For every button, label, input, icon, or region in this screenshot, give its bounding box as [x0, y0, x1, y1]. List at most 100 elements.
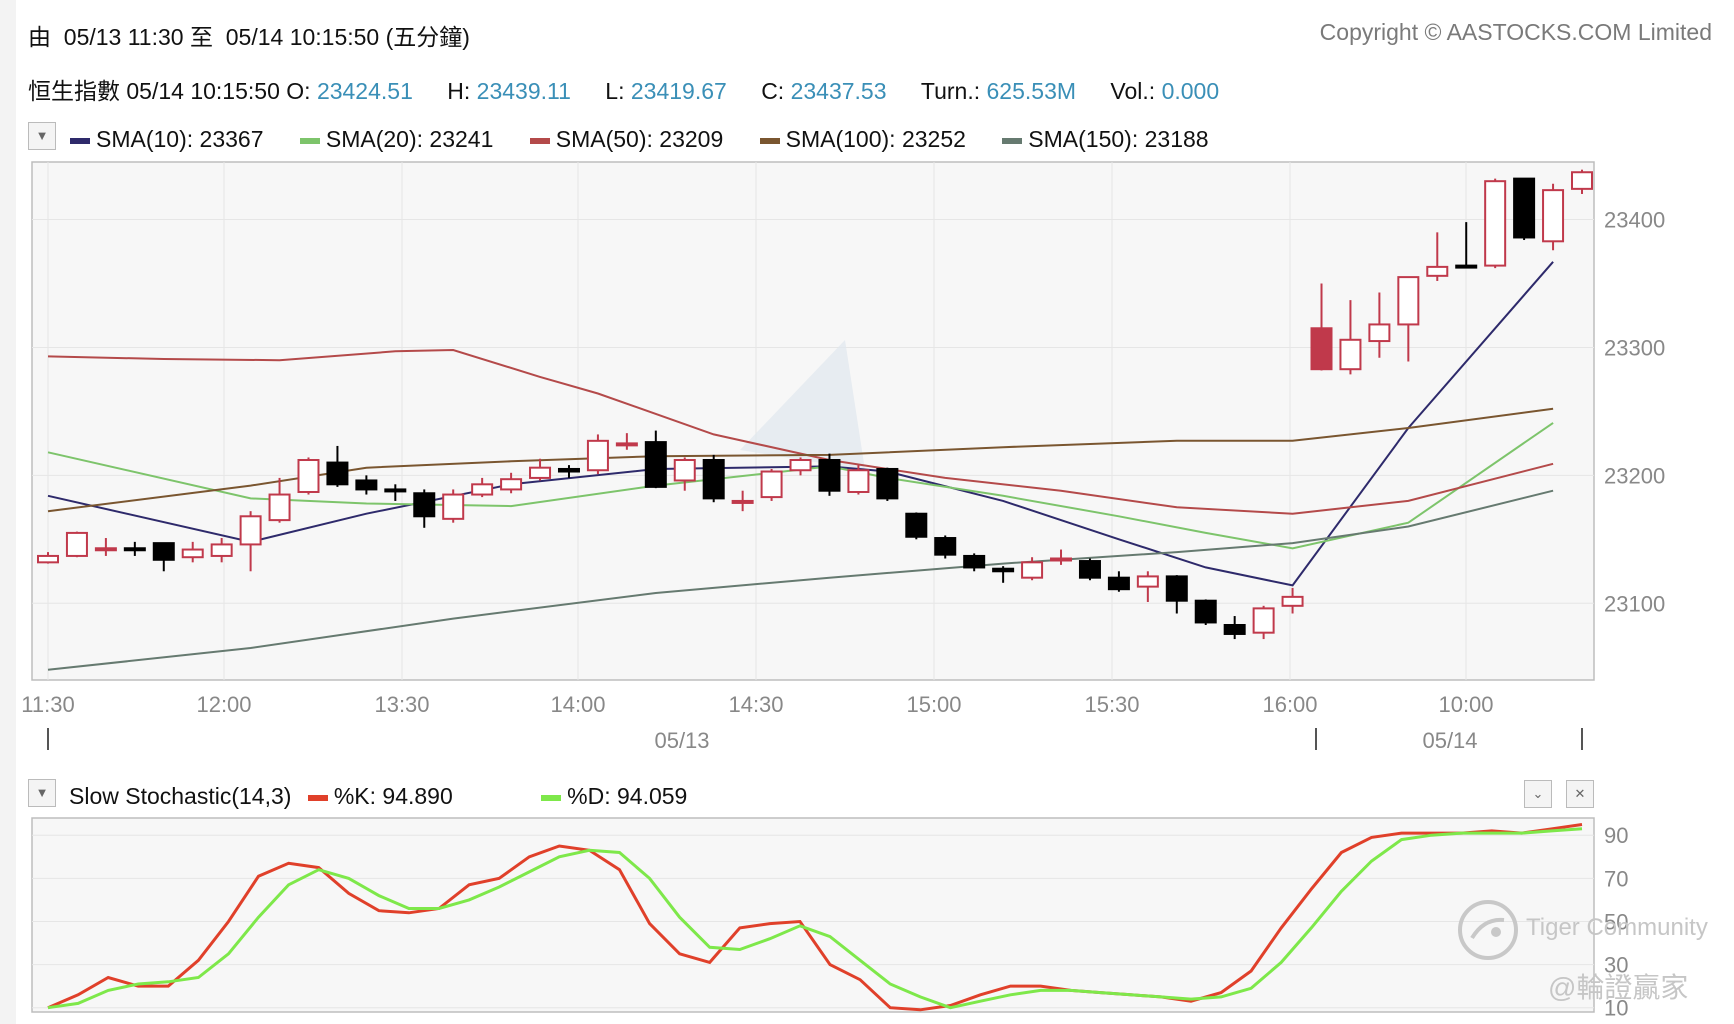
stochastic-chart: 90 70 50 30 10: [31, 817, 1628, 1021]
volume-label: Vol.:: [1110, 78, 1156, 104]
candle-body: [702, 459, 725, 500]
candle-body: [94, 547, 117, 552]
candle-body: [1165, 575, 1188, 602]
candle-body: [1107, 576, 1130, 591]
copyright-notice: Copyright © AASTOCKS.COM Limited: [1319, 19, 1712, 45]
candle: [760, 468, 783, 501]
stochastic-legend: Slow Stochastic(14,3) %K: 94.890 %D: 94.…: [69, 783, 687, 810]
candle-body: [760, 470, 783, 499]
x-tick-label: 15:30: [1084, 692, 1139, 717]
low-value: 23419.67: [630, 78, 727, 104]
collapse-panel-button[interactable]: ⌄: [1524, 780, 1552, 808]
candle-body: [876, 467, 899, 500]
range-to: 05/14 10:15:50: [225, 24, 380, 50]
candle: [1571, 169, 1593, 194]
open-label: O:: [286, 78, 311, 104]
y-tick-label: 23400: [1604, 208, 1665, 233]
low-label: L:: [605, 78, 625, 104]
candle-body: [413, 492, 436, 518]
candle-body: [731, 499, 754, 504]
candle-body: [442, 493, 465, 520]
candle-body: [500, 478, 523, 491]
candle: [384, 484, 407, 501]
main-chart-dropdown-button[interactable]: ▼: [28, 122, 56, 150]
quote-bar: 恒生指數 05/14 10:15:50 O: 23424.51 H: 23439…: [28, 72, 1219, 106]
range-mid: 至: [189, 24, 213, 50]
turnover-value: 625.53M: [986, 78, 1077, 104]
candle-body: [818, 459, 841, 492]
candle-body: [152, 542, 175, 561]
candle: [355, 475, 378, 495]
candle: [471, 477, 494, 498]
range-unit: (五分鐘): [385, 24, 470, 50]
stochastic-line-k: [47, 823, 1583, 1012]
stochastic-y-tick: 30: [1604, 953, 1628, 978]
candle: [94, 538, 117, 556]
candle-body: [1484, 180, 1507, 267]
candle-body: [963, 554, 986, 569]
x-tick-label: 11:30: [21, 692, 74, 717]
candle: [673, 457, 696, 491]
stochastic-y-tick: 90: [1604, 823, 1628, 848]
candle: [1050, 549, 1073, 565]
close-panel-button[interactable]: ✕: [1566, 780, 1594, 808]
candle: [1339, 300, 1362, 375]
candle: [1078, 558, 1101, 581]
candle: [239, 511, 262, 572]
candle: [847, 465, 870, 495]
candle-body: [1281, 595, 1304, 607]
sma-line-sma50: [47, 348, 1554, 515]
candle-body: [268, 493, 291, 522]
candle: [65, 531, 88, 558]
candle: [1136, 571, 1159, 602]
y-tick-label: 23200: [1604, 463, 1665, 488]
stochastic-y-tick: 70: [1604, 866, 1628, 891]
candle: [210, 538, 233, 563]
y-tick-label: 23300: [1604, 335, 1665, 360]
candle-body: [1050, 557, 1073, 562]
candle-body: [1571, 171, 1593, 190]
candle: [529, 458, 552, 481]
y-tick-label: 23100: [1604, 591, 1665, 616]
candle-body: [1078, 560, 1101, 579]
range-from: 05/13 11:30: [63, 24, 184, 50]
turnover-label: Turn.:: [920, 78, 981, 104]
sma20-swatch: [299, 137, 320, 144]
stochastic-dropdown-button[interactable]: ▼: [28, 779, 56, 807]
candle: [500, 472, 523, 494]
sma50-swatch: [529, 137, 550, 144]
candle: [557, 465, 580, 478]
d-swatch: [541, 794, 562, 801]
candle: [818, 453, 841, 496]
candle: [586, 434, 609, 475]
candle: [326, 445, 349, 487]
candle: [702, 454, 725, 503]
candle: [1426, 232, 1449, 281]
candle-body: [37, 554, 59, 564]
x-tick-label: 14:00: [550, 692, 605, 717]
k-swatch: [307, 794, 328, 801]
candle: [963, 553, 986, 572]
candle: [876, 467, 899, 501]
high-value: 23439.11: [476, 78, 571, 104]
candle-body: [239, 515, 262, 546]
stochastic-y-tick: 50: [1604, 909, 1628, 934]
candle-body: [1542, 189, 1565, 243]
candle: [1194, 599, 1217, 626]
candle-body: [1339, 338, 1362, 371]
stochastic-y-tick: 10: [1604, 996, 1628, 1021]
high-label: H:: [447, 78, 471, 104]
candle-body: [1397, 276, 1420, 326]
candle: [1165, 575, 1188, 614]
candle-body: [557, 467, 580, 473]
sma150-swatch: [1002, 137, 1023, 144]
sma50-legend: SMA(50): 23209: [520, 126, 723, 152]
candle-body: [586, 439, 609, 472]
candle-body: [297, 459, 320, 493]
candle-body: [181, 548, 204, 559]
candle: [1107, 571, 1130, 592]
candle-body: [1368, 323, 1391, 343]
candle-body: [847, 469, 870, 493]
k-legend: %K: 94.890: [333, 783, 453, 809]
watermark-handle: @輪證贏家: [1548, 972, 1689, 1003]
